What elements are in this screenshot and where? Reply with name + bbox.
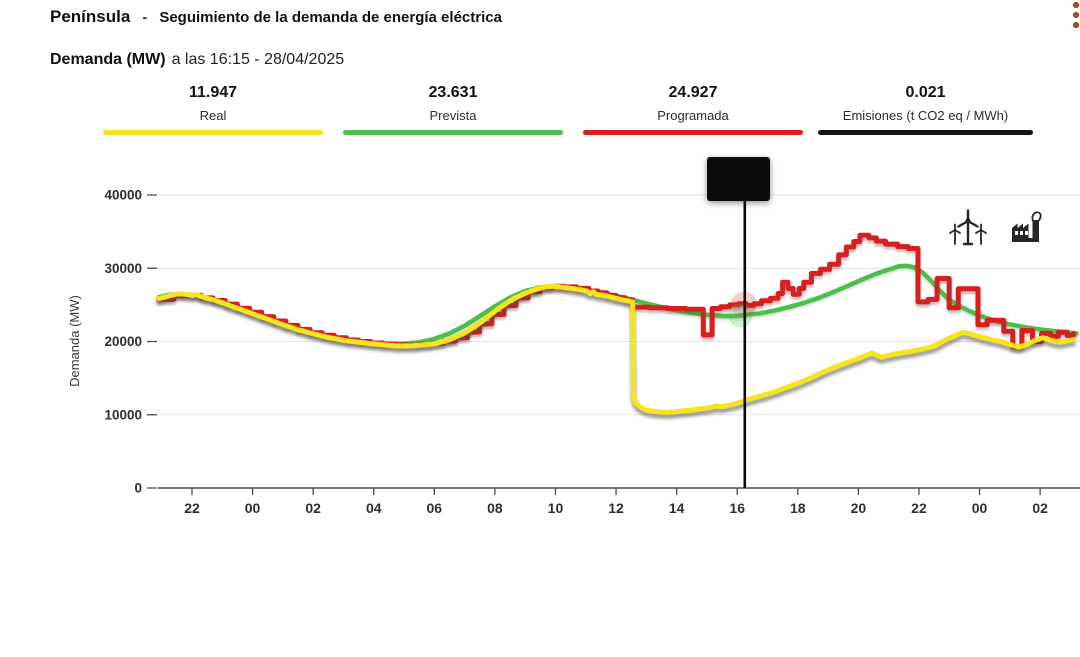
measure-label: Demanda (MW) [50, 51, 166, 68]
svg-text:0: 0 [134, 481, 142, 496]
svg-text:10: 10 [548, 500, 564, 516]
svg-text:30000: 30000 [104, 261, 142, 276]
legend-value-programada: 24.927 [668, 84, 718, 101]
legend-bar-real [103, 129, 323, 135]
region-title: Península [50, 7, 131, 26]
svg-text:00: 00 [245, 500, 261, 516]
legend-value-prevista: 23.631 [428, 84, 478, 101]
subtitle: Demanda (MW) a las 16:15 - 28/04/2025 [50, 51, 344, 69]
page-title: Seguimiento de la demanda de energía elé… [159, 9, 502, 26]
legend-bar-prevista [343, 129, 563, 135]
title-separator: - [142, 9, 148, 26]
svg-text:20000: 20000 [104, 334, 142, 349]
svg-text:12: 12 [608, 500, 624, 516]
legend-label-prevista: Prevista [429, 107, 477, 123]
svg-text:22: 22 [184, 500, 200, 516]
svg-text:16: 16 [729, 500, 745, 516]
svg-text:04: 04 [366, 500, 382, 516]
header: Península - Seguimiento de la demanda de… [50, 7, 502, 27]
legend-label-real: Real [199, 107, 227, 123]
legend-item-programada[interactable]: 24.927 Programada [583, 84, 803, 135]
timestamp-label: a las 16:15 - 28/04/2025 [171, 51, 345, 68]
svg-text:00: 00 [972, 500, 988, 516]
svg-text:10000: 10000 [104, 407, 142, 422]
svg-text:22: 22 [911, 500, 927, 516]
legend-item-real[interactable]: 11.947 Real [103, 84, 323, 135]
svg-text:08: 08 [487, 500, 503, 516]
legend-label-emisiones: Emisiones (t CO2 eq / MWh) [842, 107, 1009, 123]
legend-bar-programada [583, 129, 803, 135]
svg-text:40000: 40000 [104, 188, 142, 203]
legend-bar-emisiones [818, 129, 1033, 135]
svg-text:Demanda (MW): Demanda (MW) [67, 295, 82, 387]
factory-icon[interactable] [1008, 208, 1044, 246]
legend-item-prevista[interactable]: 23.631 Prevista [343, 84, 563, 135]
legend-item-emisiones[interactable]: 0.021 Emisiones (t CO2 eq / MWh) [818, 84, 1033, 135]
legend-value-real: 11.947 [188, 84, 238, 101]
svg-text:20: 20 [851, 500, 867, 516]
legend-value-emisiones: 0.021 [905, 84, 946, 101]
legend-label-programada: Programada [657, 107, 729, 123]
svg-text:14: 14 [669, 500, 685, 516]
tooltip [707, 157, 770, 201]
svg-text:02: 02 [1032, 500, 1048, 516]
svg-text:06: 06 [427, 500, 443, 516]
wind-turbine-icon[interactable] [946, 207, 990, 249]
svg-text:18: 18 [790, 500, 806, 516]
menu-dots-icon[interactable] [1073, 2, 1080, 28]
svg-text:02: 02 [305, 500, 321, 516]
